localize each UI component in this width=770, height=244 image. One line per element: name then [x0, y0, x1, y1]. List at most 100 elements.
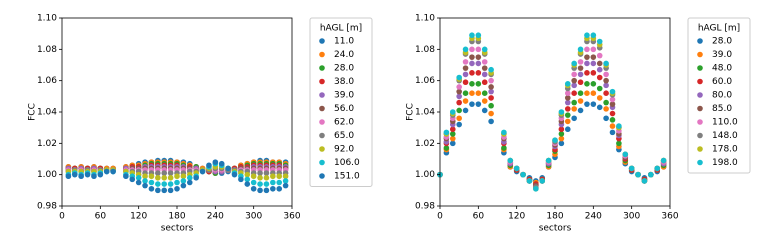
point [469, 90, 475, 96]
point [161, 187, 168, 194]
point [577, 65, 584, 71]
legend-marker [697, 65, 703, 71]
legend-marker [697, 132, 703, 139]
point [609, 129, 616, 136]
point [475, 81, 482, 87]
legend-label: 24.0 [334, 50, 354, 60]
point [596, 60, 603, 67]
y-tick-label: 1.08 [415, 45, 435, 55]
legend-label: 39.0 [334, 91, 354, 101]
y-tick-label: 1.10 [37, 14, 57, 24]
point [590, 81, 597, 87]
point [596, 74, 603, 81]
point [577, 107, 584, 114]
point [142, 173, 148, 180]
x-axis-label: sectors [539, 224, 572, 234]
point [276, 173, 283, 180]
point [257, 170, 263, 176]
point [564, 81, 571, 87]
point [609, 101, 616, 107]
point [584, 90, 590, 96]
point [456, 88, 462, 95]
point [475, 32, 482, 39]
point [590, 60, 597, 67]
x-tick-label: 240 [207, 212, 224, 222]
point [603, 77, 609, 84]
point [244, 171, 251, 178]
point [596, 66, 603, 73]
point [469, 32, 475, 39]
legend-label: 110.0 [712, 118, 738, 128]
point [462, 98, 469, 104]
legend-marker [319, 173, 325, 179]
point [161, 170, 168, 176]
point [155, 187, 161, 194]
point [609, 117, 616, 123]
point [488, 95, 494, 101]
point [186, 175, 193, 181]
point [250, 179, 257, 186]
point [488, 77, 494, 84]
point [481, 71, 488, 78]
point [584, 60, 590, 67]
point [103, 168, 110, 175]
legend-marker [697, 119, 703, 125]
legend-marker [319, 146, 325, 152]
point [584, 70, 590, 76]
point [244, 181, 251, 187]
point [282, 182, 289, 189]
point [577, 90, 584, 96]
legend-marker [697, 78, 703, 85]
point [257, 181, 263, 187]
point [590, 54, 597, 60]
legend-label: 85.0 [712, 104, 732, 114]
point [481, 79, 488, 86]
point [584, 81, 590, 87]
point [193, 175, 199, 181]
point [564, 106, 571, 112]
point [648, 171, 654, 178]
point [571, 90, 577, 96]
point [91, 173, 97, 180]
point [564, 112, 571, 118]
x-axis-label: sectors [161, 224, 194, 234]
point [263, 181, 270, 187]
point [609, 123, 616, 129]
point [481, 107, 488, 114]
point [174, 185, 180, 192]
legend-title: hAGL [m] [320, 24, 362, 34]
point [571, 71, 577, 78]
x-tick-label: 180 [168, 212, 185, 222]
point [238, 176, 244, 183]
point [276, 179, 283, 186]
point [462, 71, 469, 78]
point [462, 65, 469, 71]
legend-label: 38.0 [334, 77, 354, 87]
point [584, 54, 590, 60]
point [622, 151, 629, 158]
point [250, 185, 257, 192]
point [462, 59, 469, 65]
legend-marker [319, 132, 325, 139]
x-tick-label: 0 [437, 212, 443, 222]
legend-marker [319, 38, 325, 44]
point [603, 99, 609, 106]
point [218, 160, 225, 167]
point [469, 81, 475, 87]
point [564, 118, 571, 125]
point [174, 179, 180, 186]
legend-label: 148.0 [712, 131, 738, 141]
point [148, 173, 155, 180]
legend-label: 28.0 [334, 64, 354, 74]
point [456, 99, 462, 106]
point [456, 107, 462, 114]
point [167, 187, 174, 194]
legend-marker [697, 38, 703, 44]
point [142, 178, 148, 184]
point [167, 170, 174, 176]
point [616, 123, 622, 129]
point [488, 110, 494, 117]
point [257, 187, 263, 194]
point [609, 96, 616, 103]
point [488, 88, 494, 95]
